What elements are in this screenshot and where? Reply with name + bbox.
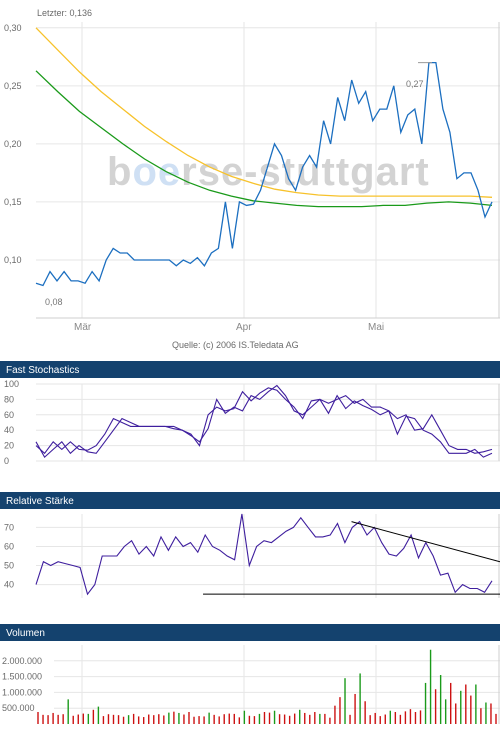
stoch-y-tick: 40	[4, 425, 14, 435]
month-label: Mai	[368, 322, 384, 333]
stoch-y-tick: 20	[4, 441, 14, 451]
stoch-y-tick: 60	[4, 410, 14, 420]
price-y-tick: 0,10	[4, 255, 22, 265]
rsi-title: Relative Stärke	[6, 496, 74, 507]
volume-y-tick: 2.000.000	[2, 656, 42, 666]
stoch-title-bar	[0, 361, 500, 378]
volume-y-tick: 500.000	[2, 703, 35, 713]
price-y-tick: 0,15	[4, 197, 22, 207]
price-y-axis: 0,30 0,25 0,20 0,15 0,10	[4, 23, 22, 265]
rsi-line-1	[35, 513, 493, 596]
watermark-part1: b	[107, 150, 132, 194]
stoch-series	[35, 384, 493, 458]
watermark-part3: rse-stuttgart	[181, 150, 430, 194]
rsi-title-bar	[0, 492, 500, 509]
stoch-y-tick: 80	[4, 394, 14, 404]
price-y-tick: 0,25	[4, 81, 22, 91]
high-annotation: 0,27	[406, 79, 424, 89]
price-y-tick: 0,30	[4, 23, 22, 33]
stoch-y-axis: 100 80 60 40 20 0	[4, 379, 19, 466]
volume-title-bar	[0, 624, 500, 641]
low-annotation: 0,08	[45, 297, 63, 307]
volume-grid	[54, 645, 500, 724]
last-price-label: Letzter: 0,136	[37, 8, 92, 18]
rsi-y-tick: 60	[4, 541, 14, 551]
rsi-y-tick: 40	[4, 580, 14, 590]
volume-title: Volumen	[6, 628, 45, 639]
rsi-series	[35, 513, 500, 596]
stoch-title: Fast Stochastics	[6, 365, 79, 376]
source-credit: Quelle: (c) 2006 IS.Teledata AG	[172, 340, 299, 350]
rsi-y-tick: 70	[4, 522, 14, 532]
stoch-grid	[36, 383, 500, 462]
volume-bars	[37, 649, 497, 724]
rsi-trendline-2	[351, 521, 500, 563]
price-x-axis: Mär Apr Mai	[74, 322, 384, 333]
watermark-part2: oe	[132, 150, 181, 194]
volume-y-axis: 2.000.000 1.500.000 1.000.000 500.000	[2, 656, 42, 713]
month-label: Mär	[74, 322, 92, 333]
price-y-tick: 0,20	[4, 139, 22, 149]
moving-average-fast-line	[35, 27, 493, 198]
stoch-line-1	[35, 384, 493, 455]
stoch-y-tick: 0	[4, 456, 9, 466]
volume-y-tick: 1.000.000	[2, 687, 42, 697]
rsi-y-tick: 50	[4, 561, 14, 571]
month-label: Apr	[236, 322, 252, 333]
volume-y-tick: 1.500.000	[2, 672, 42, 682]
moving-average-slow-line	[35, 70, 493, 208]
rsi-y-axis: 70 60 50 40	[4, 522, 14, 589]
price-line	[35, 61, 493, 287]
stoch-y-tick: 100	[4, 379, 19, 389]
stoch-line-2	[35, 387, 493, 458]
price-series	[35, 27, 493, 287]
